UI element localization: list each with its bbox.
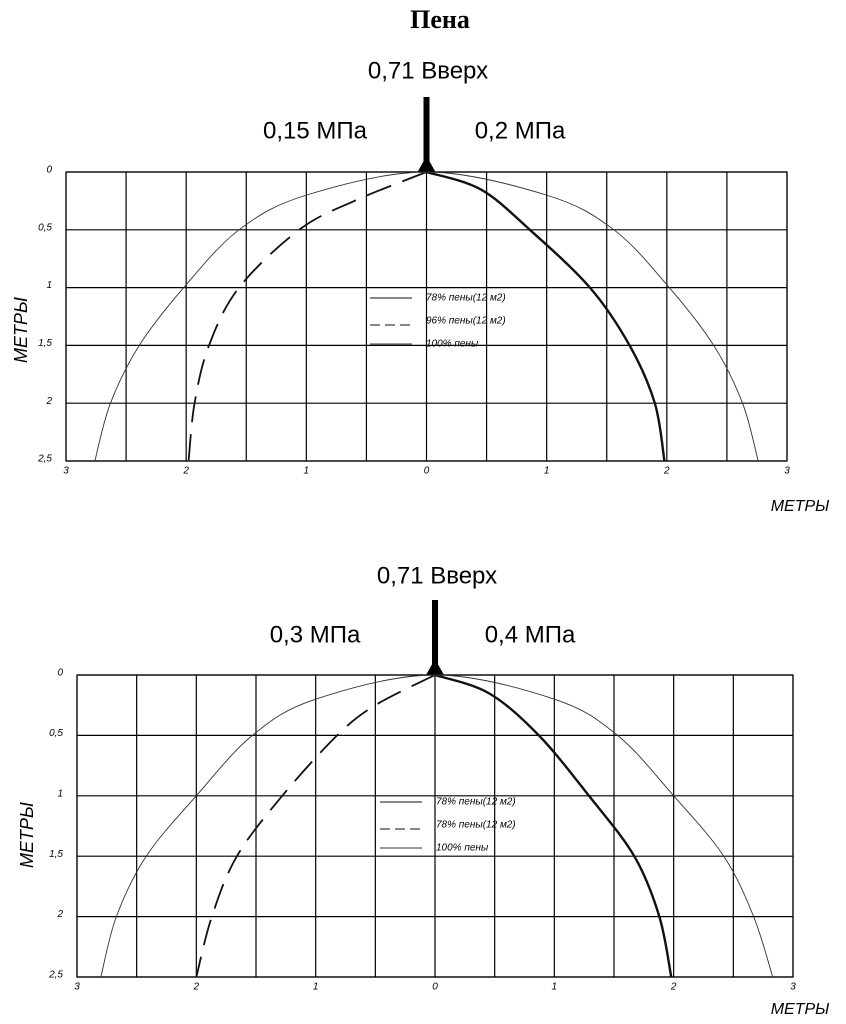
y-tick-label: 2 [56, 909, 63, 920]
legend-label: 100% пены [426, 339, 479, 350]
y-axis-label: МЕТРЫ [17, 802, 37, 868]
curve [426, 170, 666, 462]
x-tick-label: 2 [193, 982, 200, 993]
legend-label: 96% пены(12 м2) [426, 316, 506, 327]
y-axis-label: МЕТРЫ [11, 297, 31, 363]
y-tick-label: 1,5 [49, 849, 63, 860]
annotation: 0,15 МПа [263, 117, 368, 144]
x-tick-label: 1 [313, 982, 319, 993]
x-tick-label: 1 [544, 466, 550, 477]
x-tick-label: 0 [432, 982, 438, 993]
page-title: Пена [410, 5, 470, 34]
y-tick-label: 1,5 [38, 338, 52, 349]
legend-label: 78% пены(12 м2) [426, 293, 506, 304]
y-tick-label: 2,5 [37, 454, 52, 465]
legend-label: 100% пены [436, 843, 489, 854]
x-tick-label: 2 [663, 466, 670, 477]
arrow-head [417, 156, 436, 172]
curve [94, 171, 759, 462]
y-tick-label: 0 [57, 668, 63, 679]
x-tick-label: 2 [182, 466, 189, 477]
annotation: 0,71 Вверх [377, 562, 497, 589]
x-tick-label: 1 [304, 466, 310, 477]
x-tick-label: 2 [670, 982, 677, 993]
annotation: 0,3 МПа [270, 621, 361, 648]
arrow-head [426, 659, 444, 675]
x-tick-label: 3 [784, 466, 790, 477]
x-tick-label: 3 [790, 982, 796, 993]
curve [100, 674, 774, 978]
annotation: 0,4 МПа [485, 621, 576, 648]
x-tick-label: 3 [63, 466, 69, 477]
x-axis-label: МЕТРЫ [771, 1001, 830, 1018]
annotation: 0,71 Вверх [368, 57, 488, 84]
legend-label: 78% пены(12 м2) [436, 820, 516, 831]
y-tick-label: 1 [57, 788, 63, 799]
curve [187, 171, 427, 462]
annotation: 0,2 МПа [475, 117, 566, 144]
legend-label: 78% пены(12 м2) [436, 797, 516, 808]
y-tick-label: 0 [46, 165, 52, 176]
curve [434, 673, 673, 978]
y-tick-label: 2 [45, 396, 52, 407]
x-axis-label: МЕТРЫ [771, 498, 830, 515]
x-tick-label: 1 [552, 982, 558, 993]
x-tick-label: 3 [74, 982, 80, 993]
y-tick-label: 0,5 [49, 728, 63, 739]
y-tick-label: 1 [46, 280, 52, 291]
y-tick-label: 2,5 [48, 970, 63, 981]
x-tick-label: 0 [424, 466, 430, 477]
curve [195, 674, 436, 978]
y-tick-label: 0,5 [38, 222, 52, 233]
